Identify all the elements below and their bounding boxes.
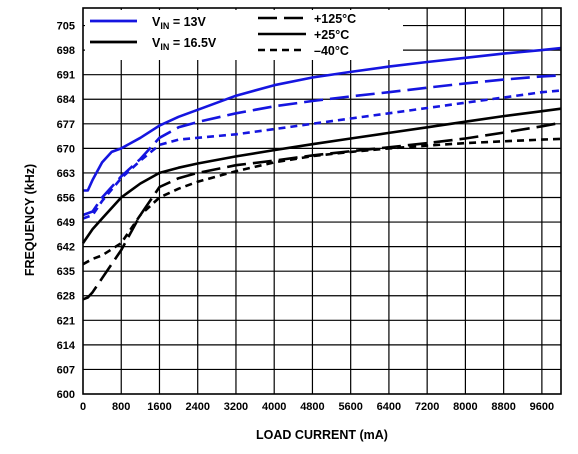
x-tick-label: 8800: [491, 401, 515, 413]
y-tick-label: 705: [57, 21, 75, 33]
y-tick-label: 649: [57, 217, 75, 229]
plot-frame: [82, 7, 562, 395]
x-tick-label: 8000: [453, 401, 477, 413]
x-axis-title: LOAD CURRENT (mA): [256, 428, 388, 442]
x-tick-label: 800: [112, 401, 130, 413]
x-tick-label: 1600: [147, 401, 171, 413]
y-tick-label: 607: [57, 364, 75, 376]
y-tick-label: 628: [57, 291, 75, 303]
y-tick-label: 614: [57, 340, 76, 352]
x-tick-label: 2400: [185, 401, 209, 413]
y-tick-label: 670: [57, 143, 75, 155]
series-line: [82, 89, 562, 220]
x-tick-label: 3200: [224, 401, 248, 413]
y-tick-label: 600: [57, 389, 75, 401]
series-line: [82, 74, 562, 217]
grid: [83, 8, 561, 394]
tick-labels: 0 800 1600 2400 3200 4000 4800 5600 6400 7200 8000…: [57, 21, 554, 413]
axes: [82, 7, 562, 395]
y-tick-label: 691: [57, 70, 75, 82]
series-line: [83, 46, 562, 192]
legend-label: –40°C: [314, 44, 349, 58]
y-tick-label: 635: [57, 266, 75, 278]
x-tick-label: 9600: [530, 401, 554, 413]
series-line: [82, 137, 562, 266]
y-tick-label: 642: [57, 242, 75, 254]
x-tick-label: 0: [80, 401, 86, 413]
x-tick-label: 4800: [300, 401, 324, 413]
x-tick-label: 4000: [262, 401, 286, 413]
legend-background: [85, 10, 403, 60]
series-line: [81, 107, 562, 244]
y-axis-title: FREQUENCY (kHz): [23, 164, 37, 276]
legend-label: VIN = 13V: [152, 15, 206, 31]
y-tick-label: 621: [57, 315, 75, 327]
y-tick-label: 656: [57, 192, 75, 204]
y-tick-label: 684: [57, 94, 76, 106]
legend-label: +125°C: [314, 12, 356, 26]
legend-label: +25°C: [314, 28, 349, 42]
y-tick-label: 663: [57, 168, 75, 180]
y-tick-label: 698: [57, 45, 75, 57]
x-tick-label: 5600: [338, 401, 362, 413]
x-tick-label: 7200: [415, 401, 439, 413]
series-group: [81, 46, 562, 301]
x-tick-label: 6400: [377, 401, 401, 413]
y-tick-label: 677: [57, 119, 75, 131]
series-line: [82, 121, 562, 301]
